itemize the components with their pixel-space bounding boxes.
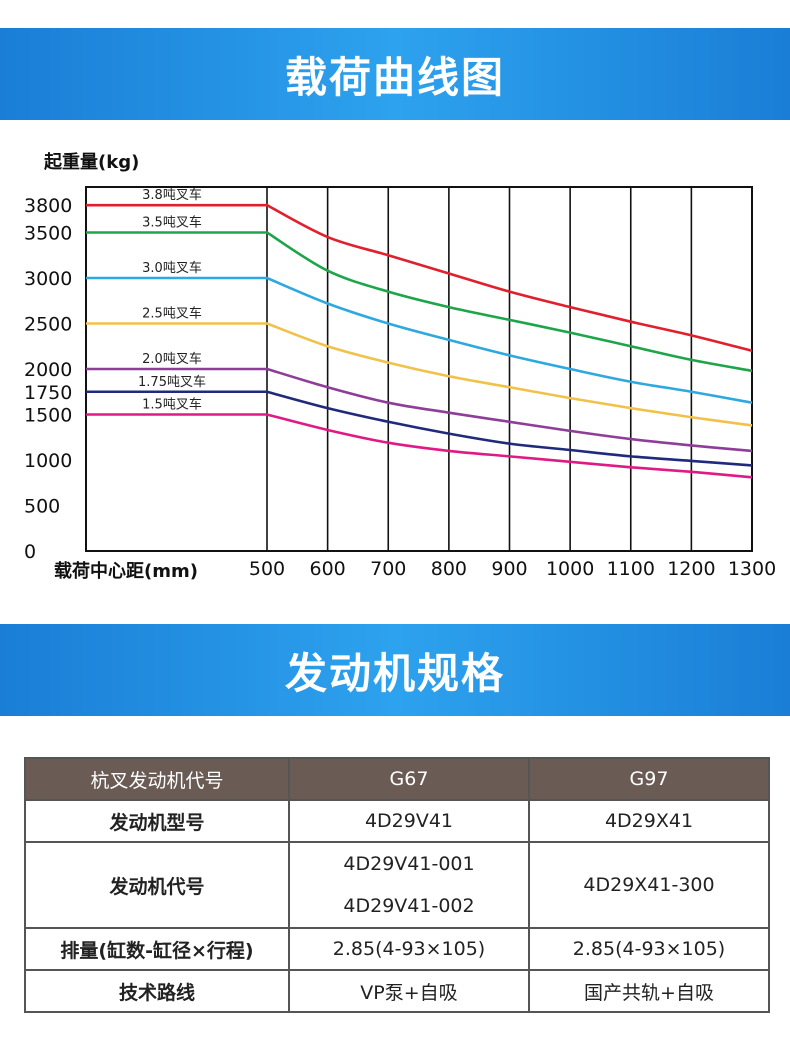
- series-line: [86, 413, 753, 479]
- y-tick-label: 3500: [24, 223, 72, 245]
- y-tick-label: 500: [24, 496, 60, 518]
- header-cell: G97: [528, 757, 770, 801]
- row-label: 排量(缸数-缸径×行程): [24, 927, 290, 971]
- table-cell: 4D29V41-001 4D29V41-002: [288, 841, 530, 929]
- series-label: 3.5吨叉车: [142, 215, 202, 231]
- table-cell: 4D29X41: [528, 799, 770, 843]
- y-axis-title: 起重量(kg): [43, 151, 139, 173]
- table-row: 发动机型号 4D29V41 4D29X41: [24, 799, 770, 843]
- y-tick-label: 1500: [24, 405, 72, 427]
- y-tick-label: 1750: [24, 382, 72, 404]
- x-tick-label: 1000: [546, 558, 594, 580]
- x-tick-label: 1300: [728, 558, 776, 580]
- table-header-row: 杭叉发动机代号 G67 G97: [24, 757, 770, 801]
- series-label: 2.0吨叉车: [142, 351, 202, 367]
- series-line: [86, 322, 753, 427]
- engine-spec-title: 发动机规格: [284, 648, 505, 698]
- x-tick-label: 1100: [607, 558, 655, 580]
- table-cell: VP泵+自吸: [288, 969, 530, 1013]
- load-curve-banner: 载荷曲线图: [0, 28, 790, 120]
- y-tick-label: 1000: [24, 450, 72, 472]
- row-label: 技术路线: [24, 969, 290, 1013]
- table-cell: 4D29X41-300: [528, 841, 770, 929]
- header-cell: 杭叉发动机代号: [24, 757, 290, 801]
- table-cell: 2.85(4-93×105): [288, 927, 530, 971]
- series-line: [86, 231, 753, 373]
- table-row: 技术路线 VP泵+自吸 国产共轨+自吸: [24, 969, 770, 1013]
- table-cell: 4D29V41: [288, 799, 530, 843]
- x-tick-label: 800: [431, 558, 467, 580]
- x-tick-label: 700: [370, 558, 406, 580]
- series-label: 1.75吨叉车: [138, 374, 206, 390]
- x-tick-label: 1200: [667, 558, 715, 580]
- cell-line: 4D29V41-002: [343, 895, 475, 917]
- table-row: 排量(缸数-缸径×行程) 2.85(4-93×105) 2.85(4-93×10…: [24, 927, 770, 971]
- y-tick-label: 2500: [24, 314, 72, 336]
- load-curve-chart: 500 600 700 800 900 1000 1100 1200 1300 0 500 1000 1…: [24, 151, 776, 582]
- y-tick-label: 0: [24, 541, 36, 563]
- row-label: 发动机代号: [24, 841, 290, 929]
- table-cell: 国产共轨+自吸: [528, 969, 770, 1013]
- cell-line: 4D29V41-001: [343, 853, 475, 875]
- series-label: 2.5吨叉车: [142, 306, 202, 322]
- x-tick-label: 600: [309, 558, 345, 580]
- y-tick-label: 2000: [24, 359, 72, 381]
- engine-spec-table: 杭叉发动机代号 G67 G97 发动机型号 4D29V41 4D29X41 发动…: [24, 757, 770, 1013]
- series-label: 3.8吨叉车: [142, 187, 202, 203]
- x-tick-label: 900: [491, 558, 527, 580]
- x-axis-title: 载荷中心距(mm): [54, 560, 198, 582]
- load-curve-title: 载荷曲线图: [284, 52, 505, 102]
- x-tick-label: 500: [249, 558, 285, 580]
- y-tick-label: 3000: [24, 268, 72, 290]
- series-label: 1.5吨叉车: [142, 397, 202, 413]
- row-label: 发动机型号: [24, 799, 290, 843]
- header-cell: G67: [288, 757, 530, 801]
- series-line: [86, 367, 753, 453]
- table-row: 发动机代号 4D29V41-001 4D29V41-002 4D29X41-30…: [24, 841, 770, 929]
- series-line: [86, 390, 753, 467]
- series-label: 3.0吨叉车: [142, 260, 202, 276]
- series-line: [86, 276, 753, 404]
- table-cell: 2.85(4-93×105): [528, 927, 770, 971]
- engine-spec-banner: 发动机规格: [0, 624, 790, 716]
- y-tick-label: 3800: [24, 195, 72, 217]
- series-line: [86, 203, 753, 353]
